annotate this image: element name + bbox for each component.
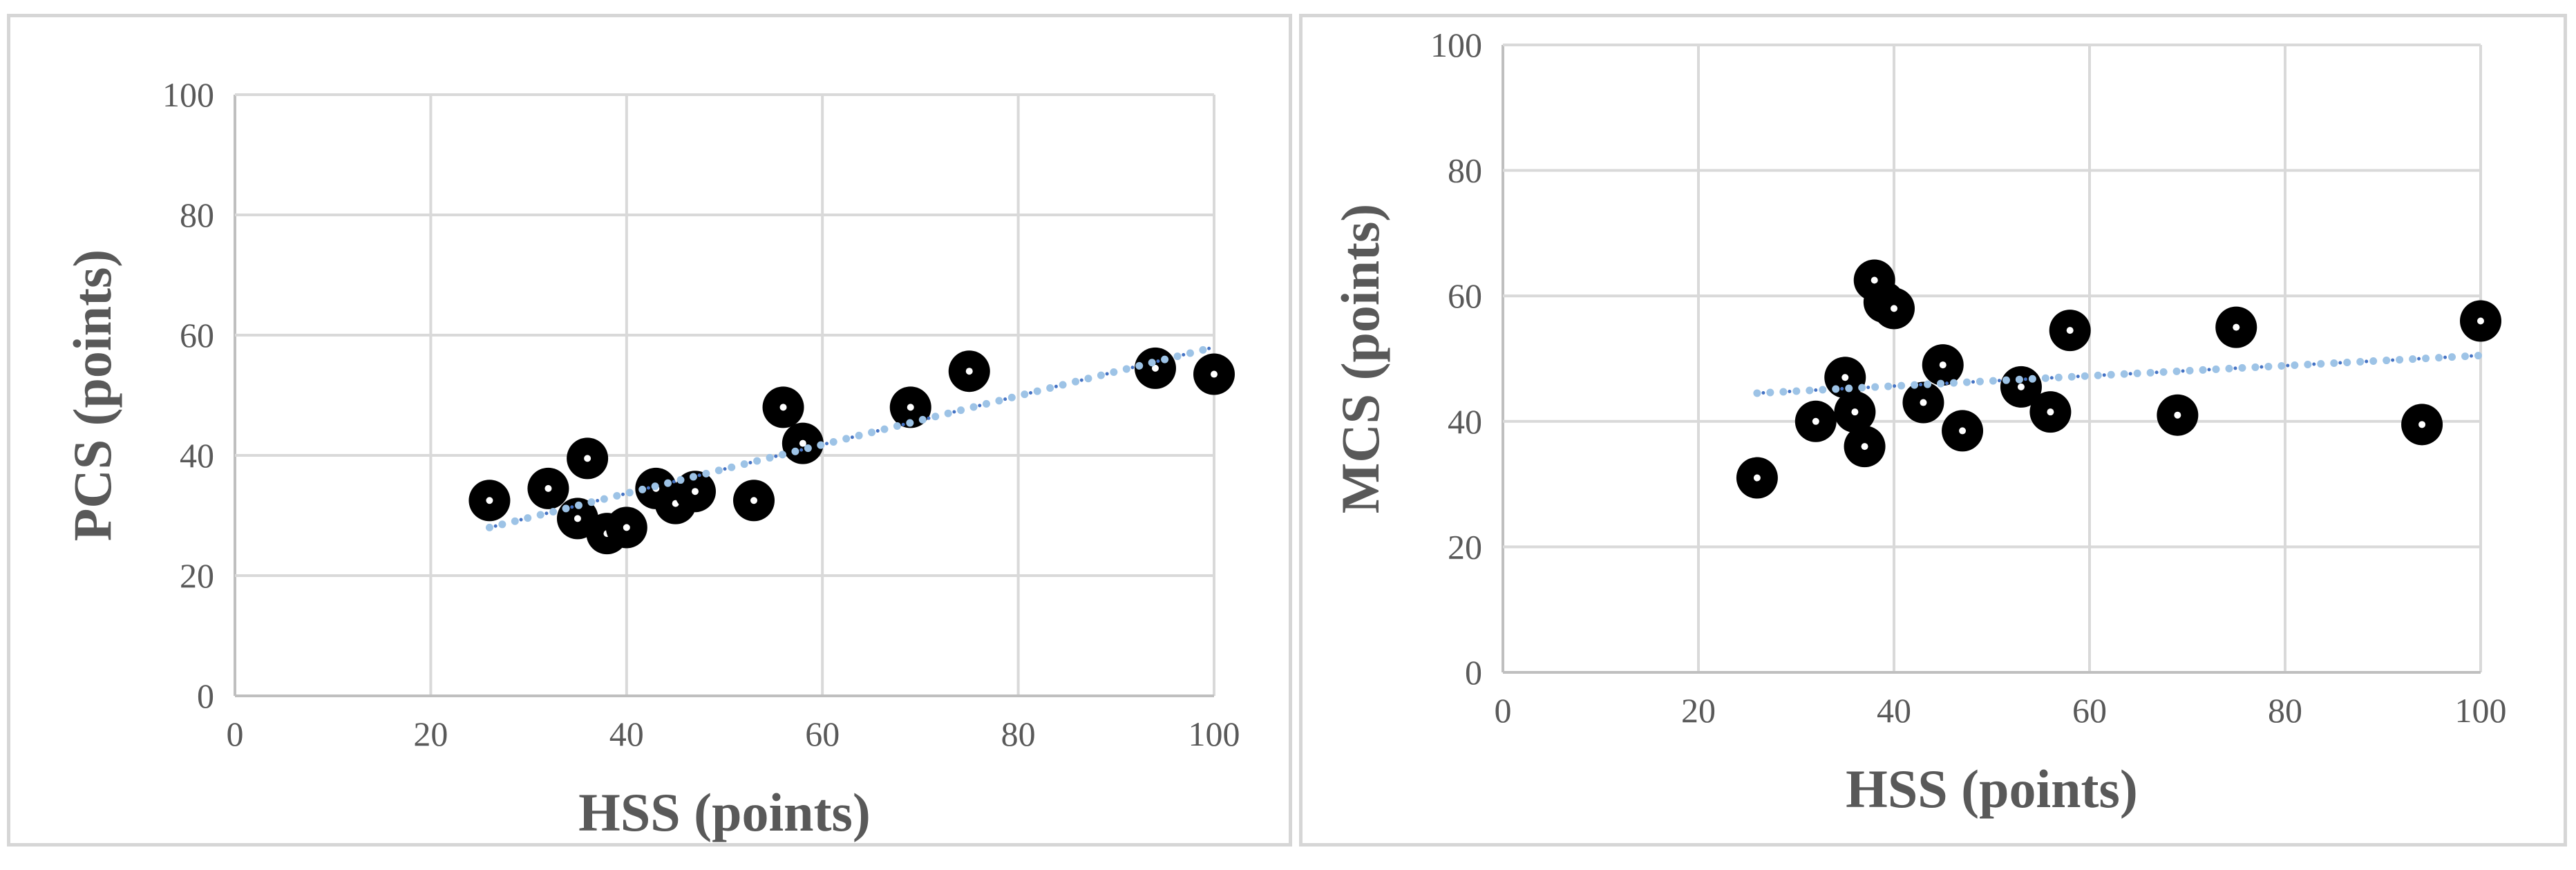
mcs-data-points xyxy=(1736,259,2501,499)
data-point xyxy=(527,467,569,509)
data-point xyxy=(674,471,716,513)
y-axis-title: MCS (points) xyxy=(1330,204,1390,514)
data-point xyxy=(762,386,804,428)
data-point-center xyxy=(1812,417,1819,425)
y-tick-label: 60 xyxy=(180,316,214,354)
data-point-center xyxy=(1151,364,1159,372)
data-point xyxy=(1844,426,1886,468)
chart-panel-pcs: 0 20 40 60 80 100 0 20 40 60 80 100 HSS (points) PCS … xyxy=(7,14,1292,847)
data-point-center xyxy=(1851,408,1859,416)
data-point-center xyxy=(1920,399,1927,406)
x-tick-label: 100 xyxy=(2455,691,2507,730)
data-point-center xyxy=(1211,370,1218,378)
data-point-center xyxy=(750,497,758,504)
x-axis-title: HSS (points) xyxy=(578,782,871,842)
pcs-data-points xyxy=(468,347,1235,555)
pcs-trendline-accent xyxy=(487,345,1216,529)
data-point xyxy=(2049,310,2091,352)
pcs-tick-labels: 0 20 40 60 80 100 0 20 40 60 80 100 xyxy=(162,75,1240,753)
x-tick-label: 100 xyxy=(1188,715,1240,753)
chart-panel-mcs: 0 20 40 60 80 100 0 20 40 60 80 100 HSS (points) MCS … xyxy=(1299,14,2567,847)
y-axis-title: PCS (points) xyxy=(62,249,122,542)
data-point-center xyxy=(907,404,914,411)
data-point xyxy=(733,480,775,522)
data-point-center xyxy=(574,515,581,522)
x-tick-label: 20 xyxy=(1681,691,1716,730)
mcs-scatter-chart: 0 20 40 60 80 100 0 20 40 60 80 100 HSS (points) MCS … xyxy=(1330,26,2507,819)
x-axis-title: HSS (points) xyxy=(1846,759,2138,819)
y-tick-label: 40 xyxy=(180,436,214,475)
data-point-center xyxy=(1939,361,1947,369)
y-tick-label: 20 xyxy=(1448,527,1482,566)
data-point-center xyxy=(544,484,552,492)
data-point-center xyxy=(2017,383,2025,390)
data-point xyxy=(2460,300,2501,342)
data-point xyxy=(1736,457,1778,499)
y-tick-label: 40 xyxy=(1448,402,1482,441)
data-point xyxy=(468,480,511,522)
x-tick-label: 20 xyxy=(413,715,448,753)
y-tick-label: 100 xyxy=(1430,26,1482,64)
y-tick-label: 60 xyxy=(1448,276,1482,315)
x-tick-label: 40 xyxy=(1877,691,1911,730)
data-point xyxy=(567,437,609,480)
y-tick-label: 0 xyxy=(197,677,214,715)
data-point xyxy=(782,422,824,464)
data-point-center xyxy=(1891,305,1897,312)
y-tick-label: 100 xyxy=(162,75,214,114)
x-tick-label: 80 xyxy=(2268,691,2302,730)
x-tick-label: 0 xyxy=(227,715,244,753)
data-point-center xyxy=(2047,408,2054,416)
mcs-tick-labels: 0 20 40 60 80 100 0 20 40 60 80 100 xyxy=(1430,26,2507,730)
data-point-center xyxy=(779,404,787,411)
data-point xyxy=(1873,287,1915,330)
data-point-center xyxy=(965,368,973,375)
data-point-center xyxy=(584,455,591,462)
data-point-center xyxy=(2233,323,2240,331)
data-point xyxy=(2029,391,2072,433)
pcs-gridlines xyxy=(234,93,1215,697)
y-tick-label: 80 xyxy=(1448,151,1482,190)
y-tick-label: 0 xyxy=(1465,653,1482,692)
x-tick-label: 60 xyxy=(805,715,840,753)
data-point xyxy=(1942,410,1984,452)
data-point-center xyxy=(1861,443,1868,451)
data-point xyxy=(605,507,647,549)
x-tick-label: 0 xyxy=(1495,691,1512,730)
data-point-center xyxy=(691,488,699,495)
data-point-center xyxy=(623,524,630,531)
data-point xyxy=(948,350,990,393)
data-point xyxy=(2157,394,2199,436)
data-point-center xyxy=(2477,317,2484,325)
data-point-center xyxy=(2066,327,2074,334)
data-point-center xyxy=(1841,374,1849,381)
x-tick-label: 60 xyxy=(2072,691,2107,730)
mcs-gridlines xyxy=(1502,44,2482,674)
data-point xyxy=(2401,404,2443,446)
pcs-scatter-chart: 0 20 40 60 80 100 0 20 40 60 80 100 HSS (points) PCS … xyxy=(62,75,1240,842)
data-point-center xyxy=(2174,411,2181,419)
y-tick-label: 80 xyxy=(180,196,214,234)
data-point xyxy=(1922,344,1964,386)
x-tick-label: 40 xyxy=(609,715,644,753)
data-point xyxy=(2215,306,2257,348)
mcs-trendline xyxy=(1753,351,2485,397)
data-point xyxy=(1794,400,1837,442)
data-point-center xyxy=(1871,276,1878,284)
data-point-center xyxy=(1753,474,1761,482)
data-point xyxy=(1834,391,1876,433)
data-point xyxy=(1902,381,1944,424)
data-point-center xyxy=(486,497,493,504)
x-tick-label: 80 xyxy=(1001,715,1036,753)
data-point-center xyxy=(2418,421,2426,428)
data-point-center xyxy=(799,439,806,447)
data-point xyxy=(1193,353,1235,395)
data-point-center xyxy=(1959,427,1967,435)
y-tick-label: 20 xyxy=(180,556,214,595)
